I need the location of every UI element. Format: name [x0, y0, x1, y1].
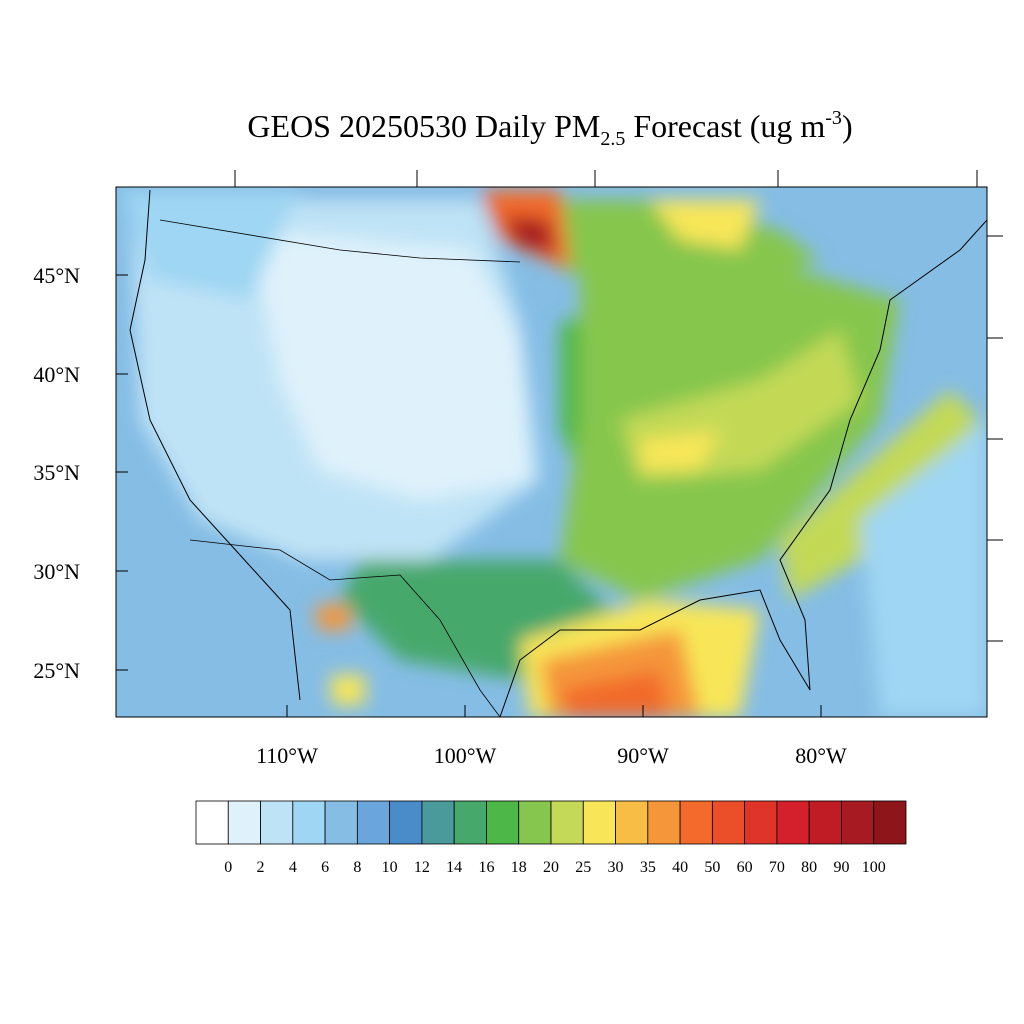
border	[159, 219, 521, 263]
colorbar-box	[324, 800, 358, 845]
colorbar-box	[518, 800, 552, 845]
lon-label: 90°W	[617, 743, 669, 768]
colorbar-box	[808, 800, 842, 845]
colorbar-box	[679, 800, 713, 845]
colorbar-box	[776, 800, 810, 845]
title-rest: Forecast (ug m	[625, 108, 825, 144]
colorbar-box	[356, 800, 391, 845]
colorbar-box	[453, 800, 487, 845]
colorbar-box	[841, 800, 875, 845]
colorbar-box	[582, 800, 616, 845]
colorbar-label: 40	[672, 859, 688, 876]
colorbar-label: 35	[640, 859, 656, 876]
colorbar-box	[227, 800, 261, 845]
colorbar-box	[711, 800, 746, 845]
coastline	[499, 219, 987, 717]
lon-label: 110°W	[256, 743, 318, 768]
colorbar-label: 16	[478, 859, 494, 876]
colorbar-label: 20	[543, 859, 559, 876]
colorbar-label: 50	[704, 859, 720, 876]
colorbar-box	[195, 800, 229, 845]
colorbar-box	[744, 800, 778, 845]
colorbar: 0 2 4 6 8 10 12 14 16 18 20 25 30 35 40 50 60 70 80 90 100	[195, 800, 907, 876]
colorbar-label: 18	[511, 859, 527, 876]
title-sub: 2.5	[600, 128, 625, 150]
colorbar-label: 10	[382, 859, 398, 876]
colorbar-label: 8	[353, 859, 361, 876]
title-sup: -3	[825, 107, 842, 129]
tick-marks	[116, 170, 1003, 717]
colorbar-label: 4	[289, 859, 297, 876]
colorbar-label: 70	[769, 859, 785, 876]
colorbar-box	[292, 800, 326, 845]
colorbar-label: 60	[737, 859, 753, 876]
colorbar-box	[260, 800, 294, 845]
colorbar-label: 30	[608, 859, 624, 876]
colorbar-label: 2	[257, 859, 265, 876]
colorbar-label: 80	[801, 859, 817, 876]
lat-label: 40°N	[33, 362, 80, 387]
axis-labels: 45°N 40°N 35°N 30°N 25°N 110°W 100°W 90°W 80°W	[33, 263, 847, 768]
colorbar-label: 14	[446, 859, 462, 876]
plot-frame	[115, 186, 988, 718]
title-main: GEOS 20250530 Daily PM	[247, 108, 600, 144]
title: GEOS 20250530 Daily PM2.5 Forecast (ug m…	[247, 107, 852, 150]
colorbar-label: 90	[833, 859, 849, 876]
colorbar-box	[486, 800, 520, 845]
lat-label: 25°N	[33, 658, 80, 683]
colorbar-box	[389, 800, 423, 845]
colorbar-box	[647, 800, 681, 845]
coastline	[129, 189, 301, 701]
colorbar-box	[421, 800, 455, 845]
title-end: )	[842, 108, 853, 144]
lat-label: 35°N	[33, 460, 80, 485]
colorbar-box	[873, 800, 907, 845]
colorbar-box	[615, 800, 649, 845]
colorbar-label: 25	[575, 859, 591, 876]
lon-label: 80°W	[795, 743, 847, 768]
colorbar-label: 12	[414, 859, 430, 876]
lat-label: 45°N	[33, 263, 80, 288]
border	[189, 539, 501, 717]
pm25-field	[116, 187, 987, 717]
colorbar-label: 6	[321, 859, 329, 876]
concentration-regions	[120, 190, 987, 717]
colorbar-label: 100	[862, 859, 886, 876]
colorbar-label: 0	[224, 859, 232, 876]
colorbar-box	[550, 800, 584, 845]
lon-label: 100°W	[434, 743, 497, 768]
lat-label: 30°N	[33, 559, 80, 584]
